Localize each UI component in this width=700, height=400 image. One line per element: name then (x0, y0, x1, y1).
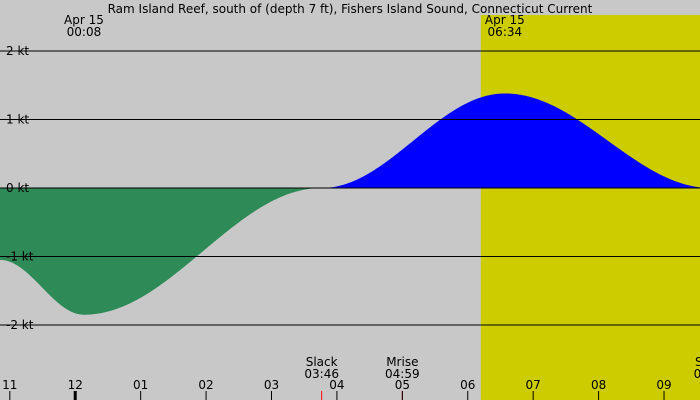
ebb-current-area (0, 188, 700, 315)
x-tick-label: 01 (133, 378, 148, 392)
x-tick-label: 06 (460, 378, 475, 392)
x-tick-label: 02 (198, 378, 213, 392)
x-tick-label: 04 (329, 378, 344, 392)
x-tick-label: 05 (395, 378, 410, 392)
x-tick-label: 09 (656, 378, 671, 392)
top-event-time: 06:34 (488, 25, 523, 39)
bottom-event-label: Slack (695, 355, 700, 369)
top-event-time: 00:08 (67, 25, 102, 39)
flood-current-area (0, 93, 700, 188)
x-axis-ticks: 1112010203040506070809101112010203040506… (2, 378, 672, 400)
gridlines (0, 50, 700, 326)
chart-title: Ram Island Reef, south of (depth 7 ft), … (108, 2, 593, 16)
y-tick-label: 0 kt (6, 181, 29, 195)
bottom-event-time: 04:59 (385, 367, 420, 381)
daylight-band (480, 15, 700, 400)
y-tick-label: -1 kt (6, 250, 34, 264)
x-tick-label: 03 (264, 378, 279, 392)
x-tick-label: 07 (526, 378, 541, 392)
top-event-date: Apr 15 (485, 13, 525, 27)
top-event-date: Apr 15 (64, 13, 104, 27)
bottom-event-time: 09:43 (694, 367, 700, 381)
bottom-event-label: Mrise (386, 355, 418, 369)
x-tick-label: 08 (591, 378, 606, 392)
y-tick-label: -2 kt (6, 318, 34, 332)
x-tick-label: 12 (68, 378, 83, 392)
bottom-event-label: Slack (306, 355, 338, 369)
bottom-event-labels: Slack03:46Mrise04:59Slack09:43Slack15:57… (304, 355, 700, 400)
y-tick-label: 1 kt (6, 113, 29, 127)
y-axis-labels: 2 kt 1 kt 0 kt -1 kt -2 kt (6, 44, 34, 332)
x-tick-label: 11 (2, 378, 17, 392)
bottom-event-time: 03:46 (304, 367, 339, 381)
y-tick-label: 2 kt (6, 44, 29, 58)
